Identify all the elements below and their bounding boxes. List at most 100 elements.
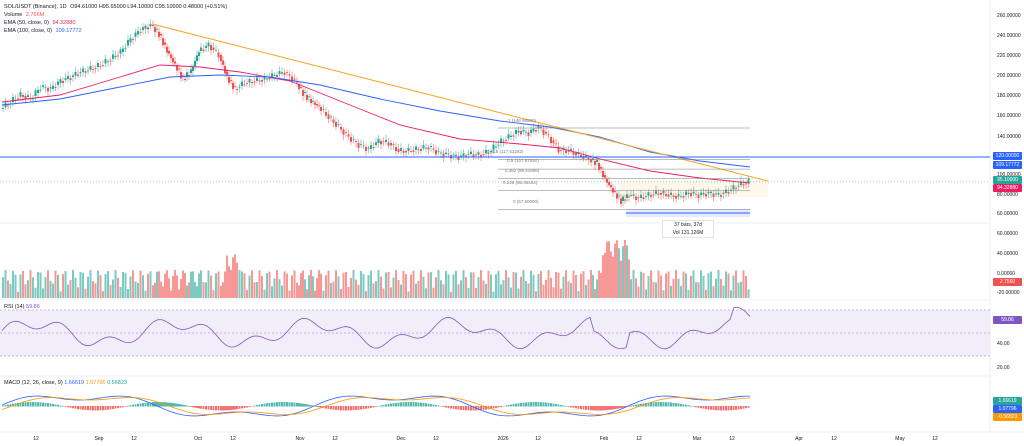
candle-body: [415, 146, 417, 150]
macd-histogram-bar: [616, 406, 618, 409]
macd-histogram-bar: [450, 406, 452, 409]
candle-body: [59, 79, 62, 83]
volume-bar: [92, 281, 94, 298]
candle-body: [572, 152, 575, 155]
candle-body: [306, 95, 308, 100]
candle-body: [647, 192, 650, 196]
macd-histogram-bar: [57, 404, 59, 407]
macd-histogram-bar: [220, 406, 222, 411]
candle-body: [490, 151, 492, 152]
macd-histogram-bar: [630, 405, 632, 407]
legend-symbol[interactable]: SOL/USDT (Binance), 1D: [4, 4, 67, 10]
candle-body: [624, 199, 626, 201]
macd-histogram-bar: [186, 405, 188, 407]
volume-bar: [685, 273, 687, 298]
candle-body: [610, 185, 612, 188]
volume-bar: [747, 289, 750, 298]
macd-histogram-bar: [102, 406, 104, 411]
macd-histogram-bar: [92, 406, 94, 411]
candle-body: [34, 90, 37, 96]
time-axis-label: Oct: [194, 436, 202, 442]
candle-body: [251, 82, 253, 84]
macd-histogram-bar: [565, 405, 567, 407]
candle-body: [162, 38, 164, 46]
volume-bar: [722, 285, 725, 298]
macd-value-2: 1.07796: [85, 380, 106, 386]
macd-histogram-bar: [318, 406, 320, 408]
macd-histogram-bar: [652, 402, 655, 407]
candle-body: [660, 193, 662, 195]
macd-label[interactable]: MACD (12, 26, close, 9): [4, 380, 63, 386]
candle-body: [735, 188, 737, 189]
volume-bar: [236, 262, 238, 298]
volume-bar: [672, 278, 675, 298]
volume-bar: [142, 275, 144, 298]
volume-bar: [640, 271, 642, 298]
volume-bar: [705, 289, 707, 298]
volume-bar: [207, 270, 210, 298]
candle-body: [7, 105, 9, 107]
volume-bar: [397, 279, 400, 298]
macd-histogram-bar: [312, 405, 314, 407]
macd-histogram-bar: [547, 402, 550, 407]
candle-body: [52, 85, 54, 89]
macd-histogram-bar: [293, 402, 296, 407]
volume-bar: [119, 286, 122, 298]
price-axis-label: 220.00000: [997, 53, 1021, 59]
legend-ohlc: O94.61000 H95.65000 L94.10000 C95.10000 …: [70, 4, 228, 10]
volume-bar: [253, 282, 256, 298]
volume-bar: [17, 291, 19, 298]
volume-bar: [717, 270, 720, 298]
macd-histogram-bar: [620, 406, 622, 409]
candle-body: [695, 193, 697, 195]
volume-bar: [139, 270, 142, 298]
trend-line: [151, 23, 769, 182]
volume-bar: [565, 270, 567, 298]
legend-ema50-label[interactable]: EMA (50, close, 0): [4, 20, 49, 26]
macd-histogram-bar: [69, 406, 72, 408]
candle-body: [640, 194, 642, 198]
macd-histogram-bar: [596, 406, 598, 411]
volume-bar: [377, 270, 380, 298]
candle-body: [672, 195, 675, 197]
volume-bar: [7, 280, 9, 298]
macd-histogram-bar: [24, 402, 27, 407]
macd-histogram-bar: [635, 404, 637, 407]
candle-body: [312, 100, 314, 102]
candle-body: [109, 60, 112, 62]
candle-body: [472, 154, 475, 158]
volume-bar: [490, 274, 492, 298]
price-tag-120: 120.00000: [993, 152, 1022, 160]
volume-bar: [545, 279, 547, 298]
volume-bar: [196, 286, 198, 298]
candle-body: [318, 105, 320, 107]
measure-tool-info[interactable]: 37 bars, 37d Vol 131.126M: [662, 220, 714, 238]
volume-bar: [712, 286, 715, 298]
volume-bar: [520, 276, 522, 298]
candle-body: [420, 149, 422, 151]
candle-body: [89, 66, 92, 70]
candle-body: [160, 34, 162, 36]
macd-histogram-bar: [283, 402, 286, 407]
candle-body: [412, 150, 415, 152]
macd-histogram-bar: [310, 405, 312, 407]
candle-body: [236, 89, 238, 90]
macd-histogram-bar: [87, 406, 89, 411]
candle-body: [308, 96, 310, 98]
volume-bar: [312, 276, 314, 298]
price-axis-label: 240.00000: [997, 33, 1021, 39]
macd-histogram-bar: [677, 403, 680, 407]
candle-body: [495, 146, 497, 148]
candle-body: [707, 191, 710, 194]
candle-body: [600, 167, 602, 169]
candle-body: [226, 71, 228, 75]
legend-volume-label[interactable]: Volume: [4, 12, 23, 18]
rsi-label[interactable]: RSI (14): [4, 304, 25, 310]
legend-ema100-label[interactable]: EMA (100, close, 0): [4, 28, 52, 34]
macd-histogram-bar: [215, 406, 217, 411]
candle-body: [174, 61, 176, 64]
macd-histogram-bar: [598, 406, 600, 411]
volume-bar: [730, 290, 732, 298]
volume-bar: [172, 276, 174, 298]
